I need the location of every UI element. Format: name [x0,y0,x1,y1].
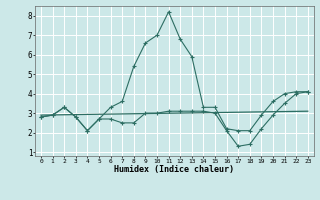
X-axis label: Humidex (Indice chaleur): Humidex (Indice chaleur) [115,165,235,174]
